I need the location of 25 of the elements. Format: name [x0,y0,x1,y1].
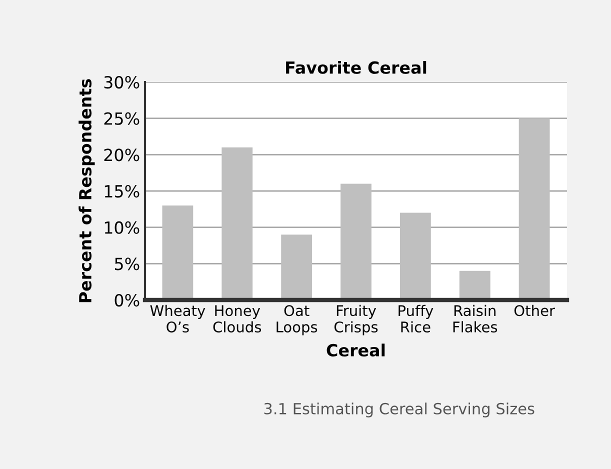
y-tick-label: 15% [104,184,140,198]
bar [518,118,550,300]
x-tick-label: Honey Clouds [213,305,262,332]
text: 3.1 Estimating Cereal Serving Sizes [264,402,534,418]
bar [400,212,431,300]
bar [222,147,253,300]
y-tick-label: 0% [114,294,140,307]
y-tick-label: 20% [104,148,140,162]
bar [459,270,490,300]
bar [340,184,372,300]
y-tick-label: 30% [104,76,140,89]
x-tick-label: Puffy Rice [398,304,434,332]
x-tick-label: Wheaty O’s [150,304,206,332]
y-axis-title: Percent of Respondents [78,79,95,302]
x-axis-title: Cereal [326,344,385,357]
chart-title: Favorite Cereal [286,61,426,74]
bar [281,234,312,300]
x-tick-label: Raisin Flakes [453,304,498,332]
x-tick-label: Other [514,304,556,316]
y-tick-label: 10% [104,221,140,234]
bar [162,206,194,300]
y-tick-label: 5% [114,258,140,270]
y-tick-label: 25% [104,112,140,125]
x-tick-label: Oat Loops [276,305,318,336]
x-tick-label: Fruity Crisps [334,304,378,336]
